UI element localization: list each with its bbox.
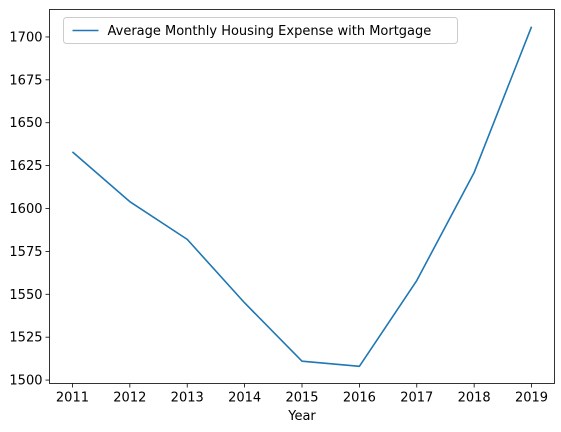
x-tick-label: 2011	[56, 391, 89, 406]
y-tick-label: 1525	[9, 331, 42, 346]
y-tick-label: 1550	[9, 288, 42, 303]
x-axis: 2011 2012 2013 2014 2015 2016 2017 2018 2019	[56, 383, 548, 406]
x-tick-label: 2016	[343, 391, 376, 406]
x-axis-title: Year	[287, 409, 316, 424]
y-axis: 1500 1525 1550 1575 1600 1625 1650 1675 1700	[9, 30, 50, 389]
y-tick-label: 1700	[9, 30, 42, 45]
x-tick-label: 2019	[515, 391, 548, 406]
y-tick-label: 1600	[9, 202, 42, 217]
y-tick-label: 1675	[9, 73, 42, 88]
series-line	[71, 26, 533, 368]
legend-box	[63, 17, 458, 44]
plot-frame	[49, 9, 555, 384]
legend-label: Average Monthly Housing Expense with Mor…	[108, 24, 432, 39]
x-tick-label: 2013	[171, 391, 204, 406]
y-tick-label: 1625	[9, 159, 42, 174]
x-tick-label: 2012	[113, 391, 146, 406]
x-tick-label: 2015	[285, 391, 318, 406]
y-tick-label: 1500	[9, 374, 42, 389]
legend: Average Monthly Housing Expense with Mor…	[63, 17, 458, 44]
series-layer	[71, 26, 533, 368]
x-tick-label: 2017	[400, 391, 433, 406]
x-tick-label: 2018	[458, 391, 491, 406]
y-tick-label: 1575	[9, 245, 42, 260]
y-tick-label: 1650	[9, 116, 42, 131]
x-tick-label: 2014	[228, 391, 261, 406]
